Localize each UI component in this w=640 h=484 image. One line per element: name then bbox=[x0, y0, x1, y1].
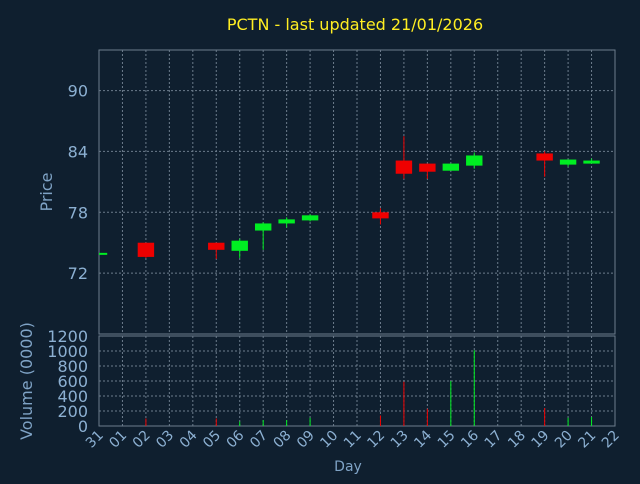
candle-body bbox=[419, 163, 436, 172]
candle-body bbox=[372, 212, 389, 219]
price-tick-label: 90 bbox=[68, 82, 88, 101]
x-tick-label: 03 bbox=[153, 428, 177, 452]
x-tick-label: 12 bbox=[364, 428, 388, 452]
x-tick-label: 06 bbox=[224, 427, 248, 451]
price-axis-label: Price bbox=[37, 172, 56, 211]
candle-body bbox=[254, 223, 272, 231]
chart-title: PCTN - last updated 21/01/2026 bbox=[227, 15, 483, 34]
x-tick-label: 02 bbox=[130, 428, 154, 452]
x-tick-label: 13 bbox=[388, 428, 412, 452]
x-tick-label: 11 bbox=[341, 428, 365, 452]
x-tick-label: 01 bbox=[106, 428, 130, 452]
price-tick-label: 78 bbox=[68, 203, 88, 222]
volume-tick-label: 600 bbox=[57, 372, 88, 391]
x-axis-label: Day bbox=[334, 459, 362, 475]
x-tick-label: 09 bbox=[294, 428, 318, 452]
candle-body bbox=[536, 153, 553, 161]
x-tick-label: 18 bbox=[505, 428, 529, 452]
candle-body bbox=[99, 252, 108, 255]
candle-body bbox=[137, 242, 155, 257]
volume-tick-label: 0 bbox=[78, 417, 88, 436]
candle-body bbox=[442, 163, 460, 171]
x-tick-label: 19 bbox=[529, 428, 553, 452]
volume-tick-label: 200 bbox=[57, 402, 88, 421]
candle-body bbox=[301, 215, 319, 221]
x-tick-label: 17 bbox=[482, 428, 506, 452]
grid-layer bbox=[98, 49, 616, 427]
axis-layer: 31 01 02 03 04 05 06 07 08 09 10 11 12 13 14 15 16 17 18 19… bbox=[47, 82, 623, 452]
price-panel bbox=[99, 136, 600, 259]
x-tick-label: 04 bbox=[177, 427, 201, 451]
volume-tick-label: 1000 bbox=[47, 342, 88, 361]
x-tick-label: 05 bbox=[200, 428, 224, 452]
volume-tick-label: 800 bbox=[57, 357, 88, 376]
candle-body bbox=[559, 159, 577, 165]
price-tick-label: 72 bbox=[68, 264, 88, 283]
x-tick-label: 22 bbox=[599, 428, 623, 452]
x-tick-label: 16 bbox=[458, 427, 482, 451]
volume-panel bbox=[145, 350, 593, 426]
x-tick-label: 21 bbox=[575, 428, 599, 452]
candle-body bbox=[231, 240, 248, 251]
x-tick-label: 14 bbox=[411, 427, 435, 451]
candle-body bbox=[208, 242, 225, 250]
candle-body bbox=[466, 155, 483, 166]
x-tick-label: 10 bbox=[317, 428, 341, 452]
x-tick-label: 20 bbox=[552, 428, 576, 452]
candle-body bbox=[278, 219, 295, 224]
x-tick-label: 07 bbox=[247, 428, 271, 452]
volume-tick-label: 1200 bbox=[47, 327, 88, 346]
x-tick-label: 08 bbox=[271, 428, 295, 452]
volume-tick-label: 400 bbox=[57, 387, 88, 406]
x-tick-label: 15 bbox=[435, 428, 459, 452]
volume-axis-label: Volume (0000) bbox=[17, 322, 36, 440]
candle-body bbox=[583, 160, 600, 164]
candle-body bbox=[395, 160, 413, 174]
price-tick-label: 84 bbox=[68, 142, 88, 161]
